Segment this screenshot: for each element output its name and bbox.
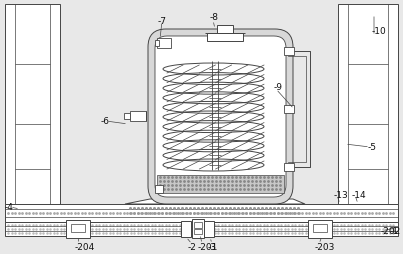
- Text: -1: -1: [390, 227, 399, 235]
- Text: -14: -14: [352, 191, 367, 200]
- Text: -7: -7: [158, 18, 167, 26]
- Text: -204: -204: [75, 243, 95, 251]
- FancyBboxPatch shape: [148, 30, 293, 204]
- Text: -10: -10: [372, 27, 387, 36]
- Text: -6: -6: [101, 117, 110, 126]
- Text: -13: -13: [334, 191, 349, 200]
- Bar: [204, 221, 214, 237]
- Bar: [284, 163, 294, 171]
- Bar: [66, 220, 90, 238]
- Bar: [308, 220, 332, 238]
- Bar: [5, 5, 60, 204]
- Bar: [194, 229, 202, 234]
- Text: -201: -201: [198, 243, 218, 251]
- Bar: [157, 39, 171, 49]
- Bar: [284, 106, 294, 114]
- Bar: [313, 224, 327, 232]
- Polygon shape: [125, 199, 305, 204]
- Text: -9: -9: [274, 83, 283, 92]
- Bar: [130, 112, 146, 121]
- Bar: [338, 5, 398, 204]
- Text: -203: -203: [315, 243, 335, 251]
- Bar: [181, 221, 191, 237]
- Text: -8: -8: [210, 13, 219, 22]
- Text: -2: -2: [188, 243, 197, 251]
- Bar: [124, 114, 130, 120]
- Bar: [207, 34, 243, 42]
- Bar: [155, 185, 163, 193]
- Bar: [71, 224, 85, 232]
- Bar: [155, 41, 159, 47]
- Bar: [192, 219, 204, 238]
- Bar: [194, 222, 202, 228]
- Text: -202: -202: [381, 227, 401, 235]
- Bar: [157, 175, 284, 193]
- Text: -5: -5: [368, 143, 377, 152]
- Text: -4: -4: [5, 203, 14, 212]
- Text: -3: -3: [208, 243, 217, 251]
- Bar: [5, 204, 398, 222]
- Bar: [217, 26, 233, 34]
- FancyBboxPatch shape: [155, 37, 286, 197]
- Bar: [5, 222, 398, 236]
- Bar: [284, 48, 294, 56]
